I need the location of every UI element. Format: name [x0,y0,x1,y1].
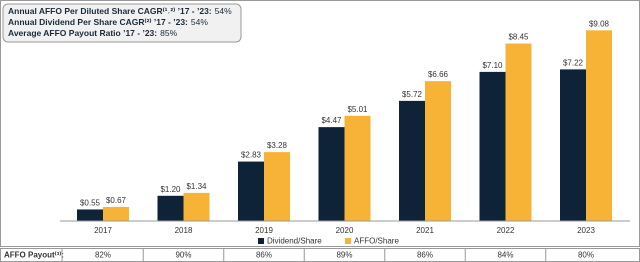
value-label: $4.47 [321,116,342,125]
bar [183,192,210,221]
annotation-label: Annual Dividend Per Share CAGR⁽²⁾ ’17 - … [8,17,188,27]
annotation-value: 54% [191,17,208,27]
value-label: $9.08 [589,19,610,28]
bar [318,127,345,221]
annotation-label: Annual AFFO Per Diluted Share CAGR⁽¹˒²⁾ … [8,6,212,16]
x-tick-label: 2023 [577,226,595,235]
x-tick-label: 2021 [416,226,434,235]
annotation-label: Average AFFO Payout Ratio ’17 - ’23: [8,28,157,38]
payout-value: 86% [417,251,433,260]
annotation: Average AFFO Payout Ratio ’17 - ’23: 85% [8,28,178,38]
value-label: $2.83 [241,151,262,160]
legend-swatch [258,238,264,244]
value-label: $1.20 [160,185,181,194]
annotation-value: 85% [160,28,177,38]
bar [399,100,425,221]
annotation: Annual AFFO Per Diluted Share CAGR⁽¹˒²⁾ … [8,6,232,16]
payout-value: 82% [95,251,111,260]
bar [344,115,371,221]
value-label: $5.01 [347,105,368,114]
value-label: $1.34 [186,182,207,191]
value-label: $8.45 [508,33,529,42]
annotation-value: 54% [215,6,232,16]
value-label: $0.67 [106,196,127,205]
bar [479,71,506,222]
bar [425,81,451,221]
payout-label: AFFO Payout⁽³⁾: [4,251,64,260]
annotation-box [2,3,242,43]
payout-value: 90% [175,251,191,260]
x-tick-label: 2020 [336,226,354,235]
bar [264,152,290,221]
bar [157,195,184,221]
x-tick-label: 2017 [94,226,112,235]
value-label: $7.10 [482,61,503,70]
x-tick-label: 2018 [175,226,193,235]
payout-value: 84% [497,251,513,260]
legend-swatch [345,238,351,244]
value-label: $6.66 [428,70,449,79]
bar [560,69,586,221]
legend-label: Dividend/Share [267,237,322,246]
value-label: $3.28 [267,141,288,150]
annotation: Annual Dividend Per Share CAGR⁽²⁾ ’17 - … [8,17,208,27]
bar [77,209,103,221]
x-tick-label: 2022 [497,226,515,235]
payout-value: 80% [578,251,594,260]
payout-value: 89% [336,251,352,260]
bar [238,161,264,221]
legend-label: AFFO/Share [354,237,399,246]
bar [505,43,532,221]
x-tick-label: 2019 [255,226,273,235]
value-label: $5.72 [402,90,423,99]
bar [586,30,612,221]
payout-value: 86% [256,251,272,260]
bar [103,206,129,221]
value-label: $0.55 [80,199,101,208]
value-label: $7.22 [563,58,584,67]
